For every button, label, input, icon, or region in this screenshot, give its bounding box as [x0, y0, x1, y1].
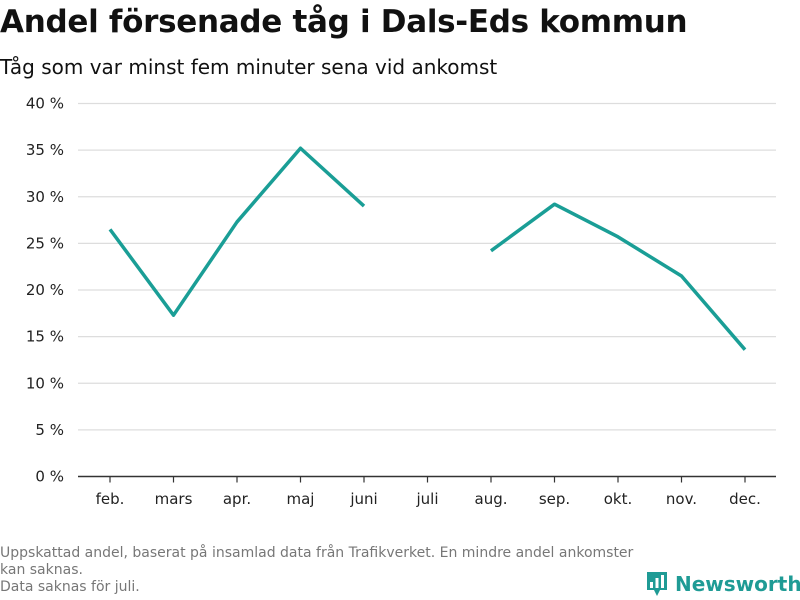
footnote-missing-data: Data saknas för juli.: [0, 579, 140, 595]
y-tick-label: 5 %: [35, 421, 64, 439]
footnote-source: Uppskattad andel, baserat på insamlad da…: [0, 545, 634, 578]
footnote: Uppskattad andel, baserat på insamlad da…: [0, 545, 640, 596]
y-tick-label: 0 %: [35, 468, 64, 486]
series-line-segment: [489, 202, 747, 351]
y-tick-label: 20 %: [26, 281, 64, 299]
y-tick-label: 15 %: [26, 328, 64, 346]
chart-title: Andel försenade tåg i Dals-Eds kommun: [0, 4, 688, 40]
brand-logo: Newsworthy: [645, 570, 800, 598]
line-chart: 0 % 5 % 10 % 15 % 20 % 25 % 30 % 35 % 40 % feb. m…: [26, 95, 776, 508]
x-tick-label: nov.: [666, 490, 697, 508]
x-tick-label: maj: [287, 490, 315, 508]
x-tick-label: mars: [155, 490, 193, 508]
y-tick-label: 35 %: [26, 141, 64, 159]
x-axis-ticks: feb. mars apr. maj juni juli aug. sep. okt. nov. d…: [96, 476, 761, 508]
x-tick-label: dec.: [729, 490, 761, 508]
x-tick-label: aug.: [475, 490, 508, 508]
bar-chart-icon: [647, 572, 667, 596]
x-tick-label: apr.: [223, 490, 251, 508]
y-tick-label: 40 %: [26, 95, 64, 113]
y-tick-label: 30 %: [26, 188, 64, 206]
series-line-segment: [108, 146, 366, 317]
brand-name: Newsworthy: [675, 572, 800, 596]
y-tick-label: 25 %: [26, 234, 64, 252]
x-tick-label: sep.: [539, 490, 570, 508]
y-tick-label: 10 %: [26, 374, 64, 392]
grid-lines: [78, 102, 776, 478]
x-tick-label: feb.: [96, 490, 125, 508]
chart-subtitle: Tåg som var minst fem minuter sena vid a…: [0, 55, 498, 79]
x-tick-label: okt.: [604, 490, 633, 508]
series-lines: [108, 146, 747, 351]
x-tick-label: juni: [349, 490, 377, 508]
x-tick-label: juli: [415, 490, 438, 508]
y-axis-tick-labels: 0 % 5 % 10 % 15 % 20 % 25 % 30 % 35 % 40 %: [26, 95, 64, 486]
